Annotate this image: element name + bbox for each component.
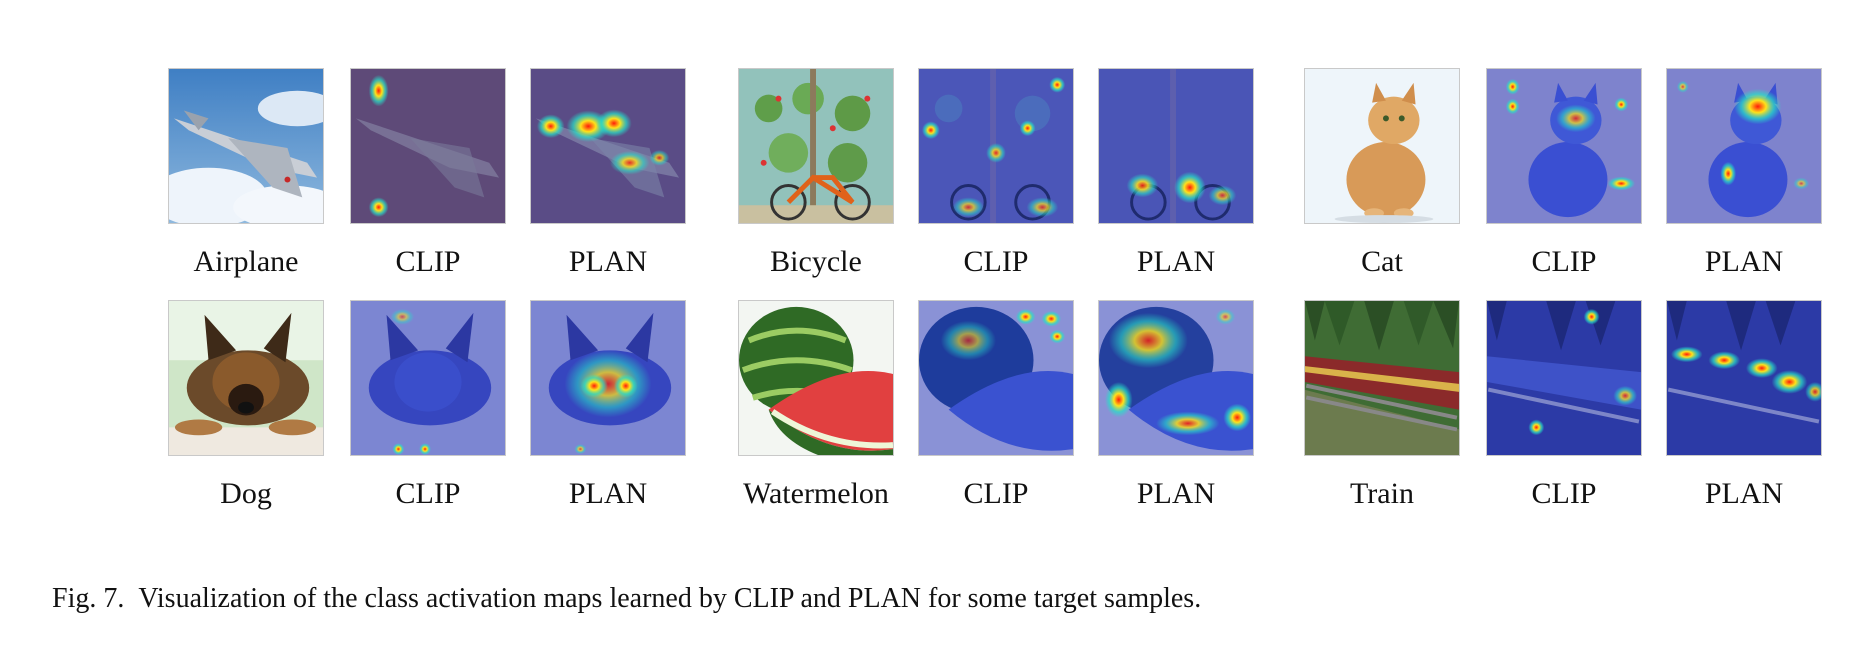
bicycle-plan-heatmap (1098, 68, 1254, 224)
label-airplane-plan: PLAN (568, 245, 648, 278)
bicycle-clip-heatmap (918, 68, 1074, 224)
figure-number: Fig. 7. (52, 583, 125, 614)
airplane-clip-heatmap (350, 68, 506, 224)
cat-clip-heatmap (1486, 68, 1642, 224)
watermelon-image (738, 300, 894, 456)
label-airplane: Airplane (193, 245, 299, 278)
label-watermelon: Watermelon (743, 477, 889, 510)
train-plan-heatmap (1666, 300, 1822, 456)
label-dog-plan: PLAN (568, 477, 648, 510)
label-cat-plan: PLAN (1704, 245, 1784, 278)
airplane-plan-heatmap (530, 68, 686, 224)
label-train-clip: CLIP (1531, 477, 1597, 510)
label-watermelon-clip: CLIP (963, 477, 1029, 510)
train-image (1304, 300, 1460, 456)
label-cat: Cat (1361, 245, 1403, 278)
watermelon-plan-heatmap (1098, 300, 1254, 456)
cat-plan-heatmap (1666, 68, 1822, 224)
figure-caption: Fig. 7. Visualization of the class activa… (52, 583, 1201, 615)
cat-image (1304, 68, 1460, 224)
label-train-plan: PLAN (1704, 477, 1784, 510)
label-bicycle: Bicycle (770, 245, 862, 278)
label-airplane-clip: CLIP (395, 245, 461, 278)
dog-plan-heatmap (530, 300, 686, 456)
dog-clip-heatmap (350, 300, 506, 456)
label-cat-clip: CLIP (1531, 245, 1597, 278)
dog-image (168, 300, 324, 456)
label-bicycle-clip: CLIP (963, 245, 1029, 278)
label-dog-clip: CLIP (395, 477, 461, 510)
airplane-image (168, 68, 324, 224)
bicycle-image (738, 68, 894, 224)
figure-caption-text: Visualization of the class activation ma… (138, 583, 1202, 614)
label-watermelon-plan: PLAN (1136, 477, 1216, 510)
watermelon-clip-heatmap (918, 300, 1074, 456)
label-dog: Dog (220, 477, 272, 510)
label-bicycle-plan: PLAN (1136, 245, 1216, 278)
label-train: Train (1350, 477, 1414, 510)
train-clip-heatmap (1486, 300, 1642, 456)
